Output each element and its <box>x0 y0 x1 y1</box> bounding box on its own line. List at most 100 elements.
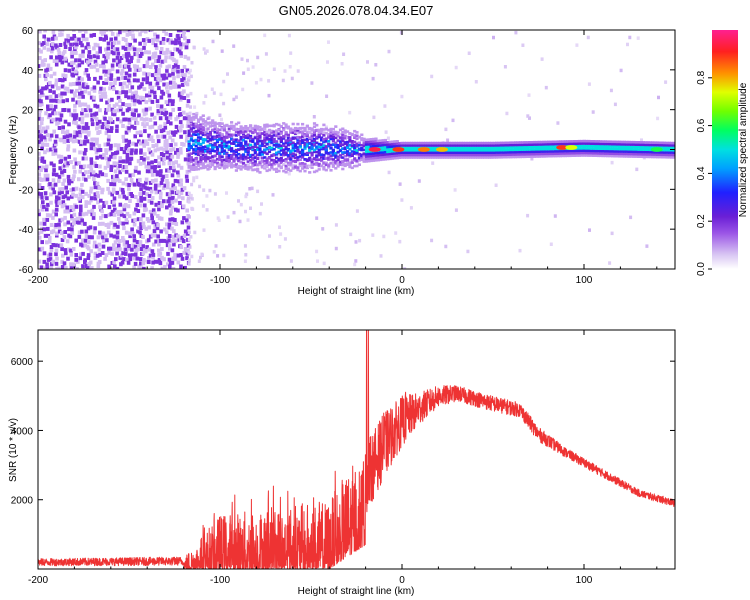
spectrogram-band-cell <box>440 153 444 157</box>
spectrogram-band-cell <box>499 146 503 149</box>
spectrogram-noise-cell <box>72 165 76 170</box>
spectrogram-band-cell <box>525 143 529 147</box>
spectrogram-band-cell <box>222 128 227 131</box>
spectrogram-noise-cell <box>84 170 88 175</box>
spectrogram-band-cell <box>521 148 525 151</box>
spectrogram-band-cell <box>414 144 418 147</box>
spectrogram-noise-cell <box>147 147 151 152</box>
spectrogram-band-cell <box>277 128 281 132</box>
spectrogram-noise-cell <box>69 252 74 257</box>
spectrogram-band-cell <box>407 149 411 152</box>
spectrogram-band-cell <box>215 157 220 161</box>
spectrogram-band-cell <box>535 148 539 151</box>
spectrogram-band-cell <box>196 160 201 164</box>
spectrogram-noise-cell <box>169 148 173 153</box>
spectrogram-noise-cell <box>99 198 103 203</box>
spectrogram-band-cell <box>312 143 317 146</box>
spectrogram-band-cell <box>547 145 551 148</box>
spectrogram-band-cell <box>509 148 513 152</box>
spectrogram-noise-cell <box>112 260 116 265</box>
spectrogram-noise-cell <box>40 158 44 163</box>
spectrogram-noise-cell <box>64 265 68 269</box>
spectrogram-noise-cell <box>115 117 120 122</box>
spectrogram-scatter-cell <box>451 118 455 123</box>
spectrogram-band-cell <box>386 157 390 161</box>
spectrogram-band-cell <box>189 130 193 133</box>
spectrogram-band-cell <box>582 151 586 155</box>
spectrogram-band-cell <box>189 123 193 127</box>
spectrogram-noise-cell <box>144 111 148 116</box>
spectrogram-noise-cell <box>107 264 111 269</box>
spectrogram-noise-cell <box>113 178 118 183</box>
spectrogram-band-cell <box>244 150 248 153</box>
spectrogram-band-cell <box>199 160 203 164</box>
spectrogram-noise-cell <box>79 252 83 257</box>
spectrogram-noise-cell <box>42 177 46 182</box>
spectrogram-scatter-cell <box>208 166 212 170</box>
spectrogram-band-cell <box>426 153 430 157</box>
spectrogram-band-cell <box>215 148 220 151</box>
spectrogram-band-cell <box>293 126 298 130</box>
spectrogram-noise-cell <box>172 80 176 85</box>
spectrogram-scatter-cell <box>268 142 272 146</box>
spectrogram-band-cell <box>452 144 456 147</box>
spectrogram-noise-cell <box>168 80 173 85</box>
spectrogram-band-cell <box>336 158 340 162</box>
spectrogram-band-cell <box>246 135 250 138</box>
spectrogram-band-cell <box>450 141 454 145</box>
spectrogram-noise-cell <box>116 166 120 170</box>
spectrogram-noise-cell <box>54 261 59 266</box>
spectrogram-band-cell <box>466 153 470 157</box>
spectrogram-noise-cell <box>153 159 158 163</box>
spectrogram-noise-cell <box>57 86 61 91</box>
spectrogram-noise-cell <box>153 259 158 264</box>
spectrogram-band-cell <box>355 164 359 168</box>
spectrogram-band-cell <box>213 159 217 163</box>
spectrogram-band-cell <box>211 146 215 149</box>
spectrogram-noise-cell <box>162 157 166 161</box>
spectrogram-noise-cell <box>172 242 176 247</box>
spectrogram-noise-cell <box>179 253 183 257</box>
spectrogram-noise-cell <box>45 72 49 77</box>
spectrogram-noise-cell <box>41 165 45 170</box>
spectrogram-noise-cell <box>55 55 59 60</box>
spectrogram-noise-cell <box>170 190 175 195</box>
spectrogram-noise-cell <box>118 164 122 168</box>
spectrogram-band-cell <box>348 155 352 158</box>
spectrogram-band-cell <box>258 144 262 148</box>
spectrogram-band-cell <box>660 151 664 154</box>
spectrogram-band-cell <box>447 141 451 145</box>
spectrogram-band-cell <box>644 146 648 149</box>
spectrogram-noise-cell <box>97 260 102 264</box>
spectrogram-band-cell <box>251 168 255 172</box>
spectrogram-noise-cell <box>153 54 157 59</box>
spectrogram-band-cell <box>263 159 267 163</box>
spectrogram-noise-cell <box>57 201 62 206</box>
spectrogram-noise-cell <box>58 78 62 82</box>
spectrogram-band-cell <box>409 153 414 157</box>
spectrogram-noise-cell <box>97 247 102 252</box>
spectrogram-noise-cell <box>113 222 117 227</box>
spectrogram-band-cell <box>256 135 260 138</box>
spectrogram-band-cell <box>196 150 201 153</box>
spectrogram-band-cell <box>211 128 215 132</box>
spectrogram-noise-cell <box>57 191 62 196</box>
spectrogram-band-cell <box>589 149 593 153</box>
spectrogram-noise-cell <box>74 253 78 257</box>
spectrogram-band-cell <box>644 148 648 151</box>
spectrogram-noise-cell <box>69 63 74 67</box>
spectrogram-noise-cell <box>121 236 125 240</box>
spectrogram-noise-cell <box>134 90 138 95</box>
spectrogram-band-cell <box>414 146 418 150</box>
spectrogram-band-cell <box>239 165 243 168</box>
spectrogram-noise-cell <box>90 196 94 201</box>
spectrogram-band-cell <box>336 151 340 154</box>
spectrogram-noise-cell <box>102 37 106 42</box>
spectrogram-noise-cell <box>54 243 58 248</box>
spectrogram-noise-cell <box>102 81 106 85</box>
spectrogram-noise-cell <box>169 143 173 148</box>
spectrogram-scatter-cell <box>268 234 271 238</box>
spectrogram-band-cell <box>239 136 243 139</box>
spectrogram-band-cell <box>331 138 335 141</box>
spectrogram-noise-cell <box>130 45 135 50</box>
